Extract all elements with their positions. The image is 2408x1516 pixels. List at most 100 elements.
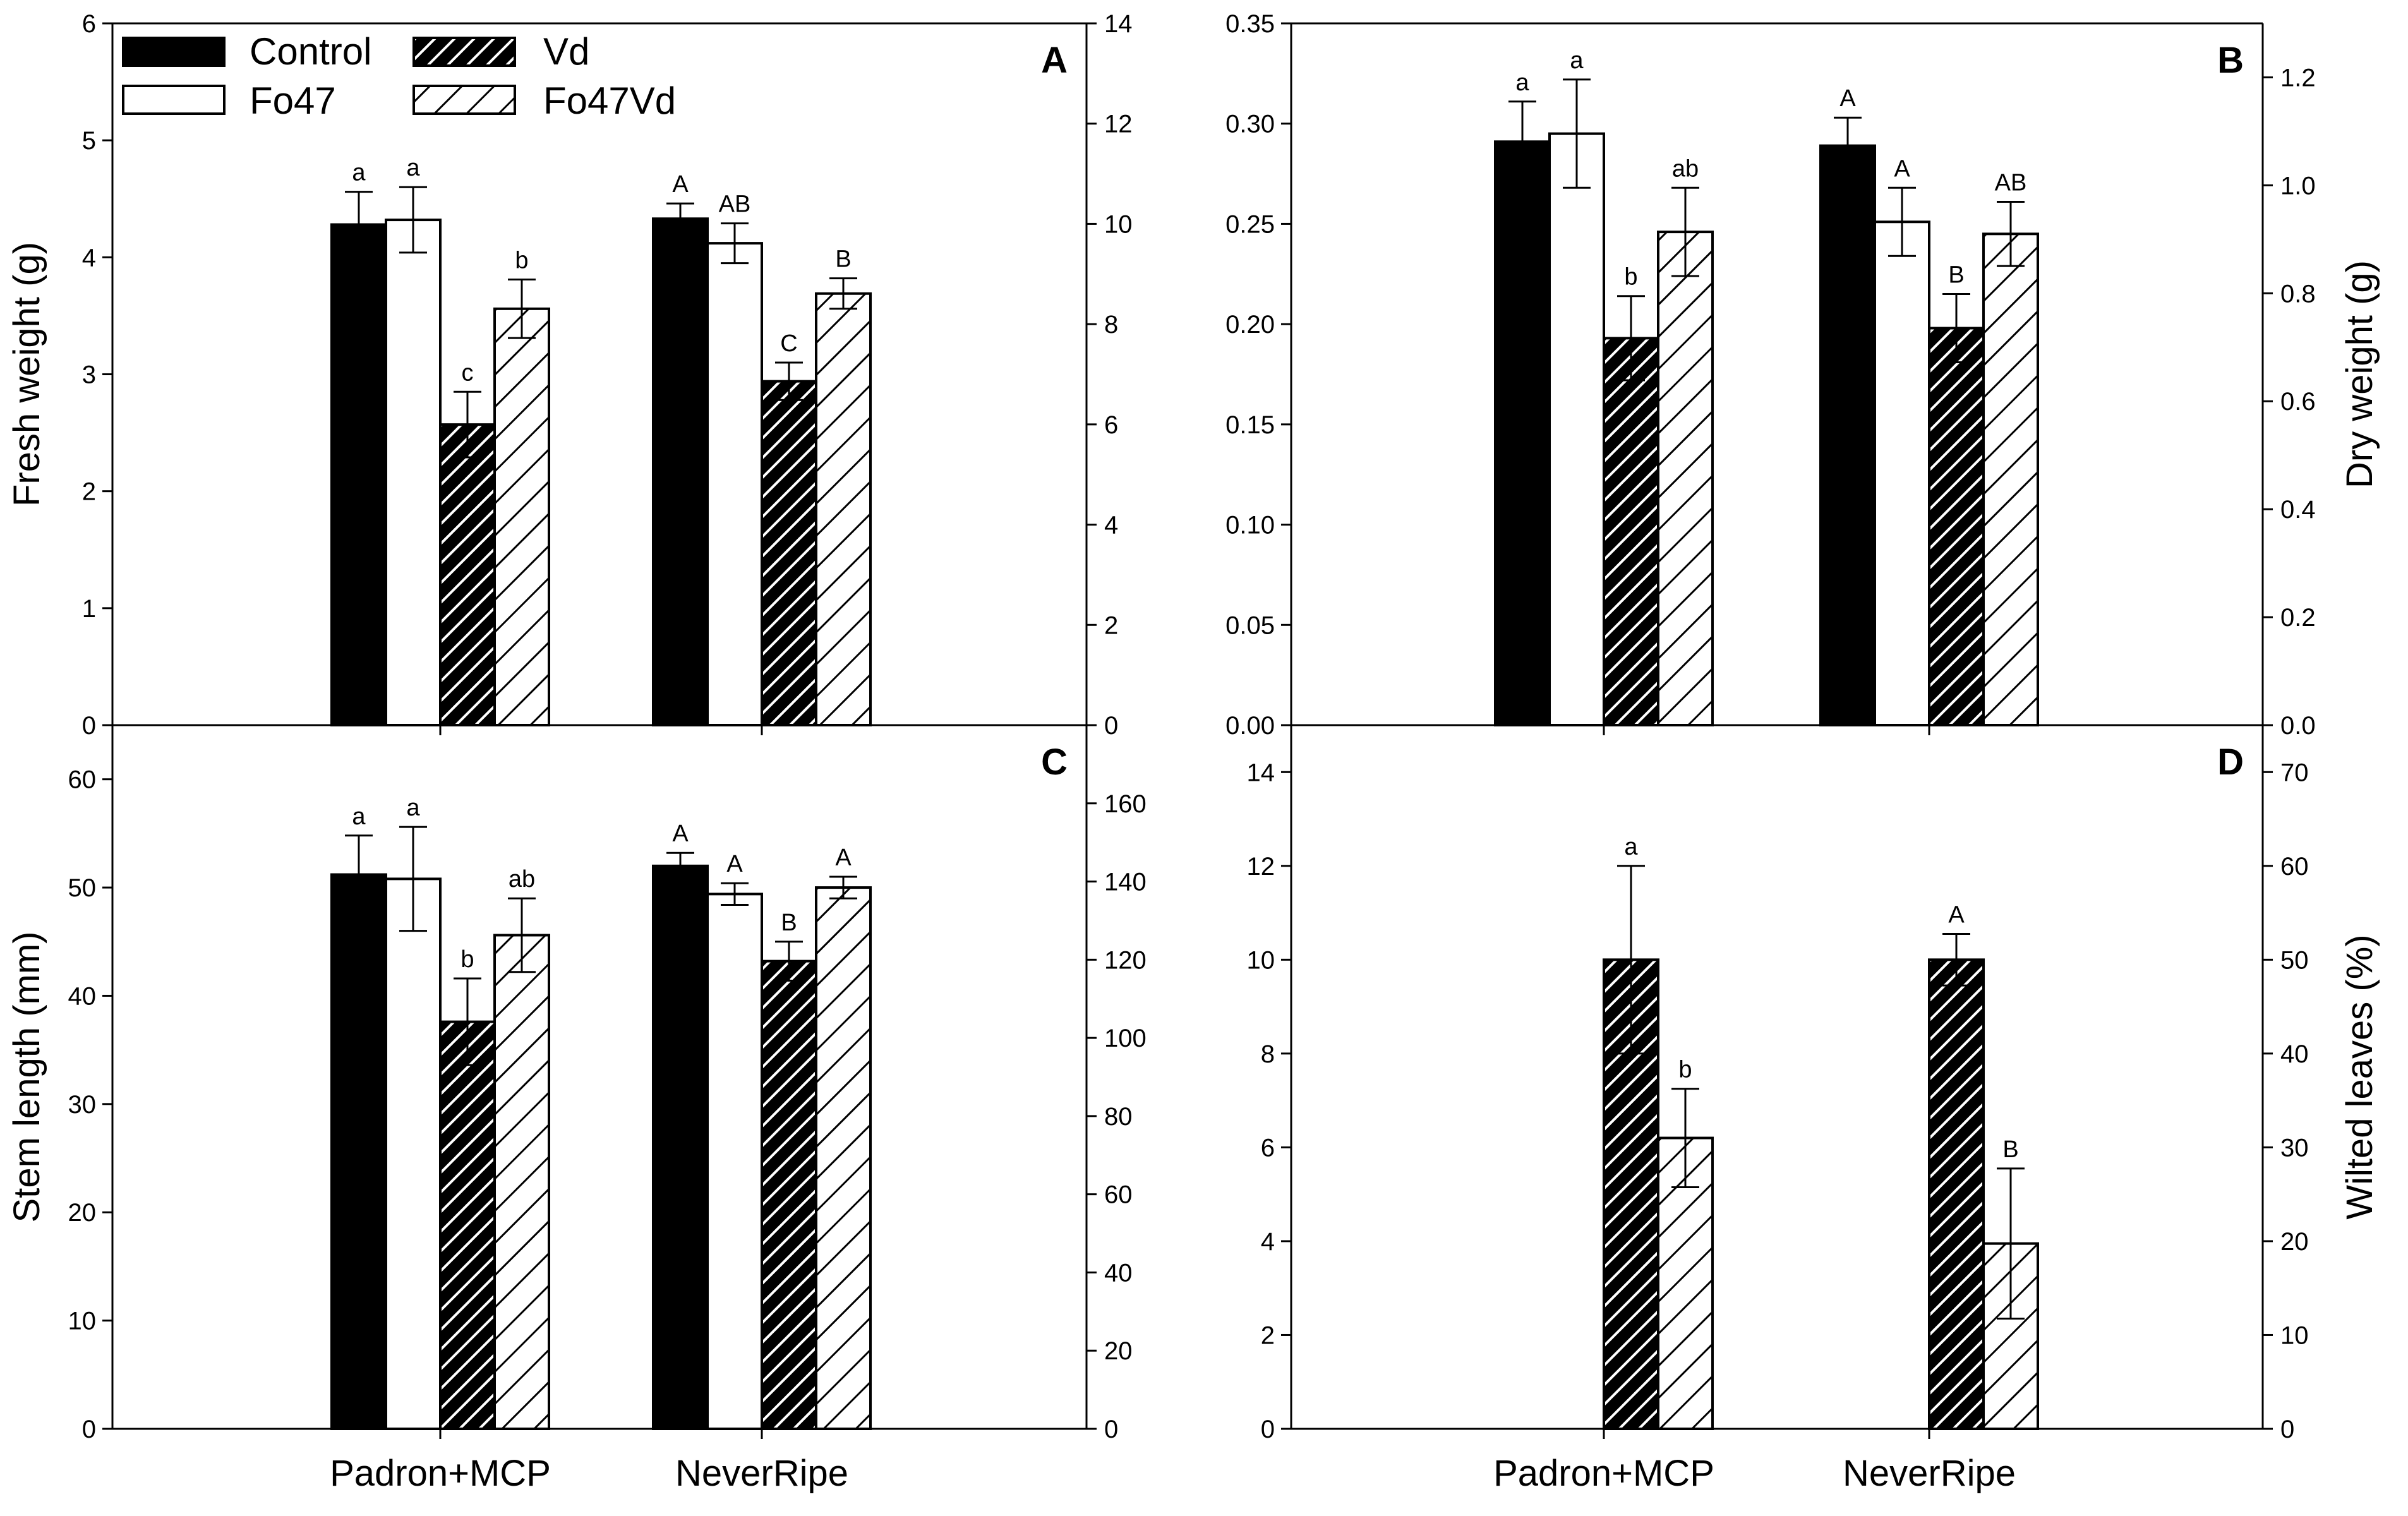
error-bar-a-padron-mcp-fo47 [399, 186, 427, 254]
y2-tick-label: 30 [2280, 1134, 2309, 1162]
y-tick-label: 6 [82, 10, 96, 38]
y-tick-label: 5 [82, 127, 96, 155]
y2-tick-label: 1.2 [2280, 64, 2316, 92]
error-bar-b-neverripe-control [1834, 116, 1862, 175]
error-bar-b-padron-mcp-fo47vd [1671, 186, 1699, 277]
bar-c-neverripe-fo47vd [815, 886, 872, 1430]
y-tick-label: 30 [68, 1091, 97, 1119]
y-tick-label: 0.15 [1225, 411, 1275, 439]
y-tick-label: 4 [82, 244, 96, 272]
sig-label-d-neverripe-vd: A [1948, 901, 1965, 928]
panel-letter: A [1041, 40, 1068, 81]
sig-label-c-padron-mcp-vd: b [461, 946, 474, 973]
y2-tick-label: 60 [2280, 853, 2309, 881]
legend-swatch-fo47 [122, 85, 226, 115]
bar-a-padron-mcp-control [330, 223, 387, 726]
sig-label-c-neverripe-control: A [672, 821, 689, 847]
sig-label-c-padron-mcp-fo47vd: ab [509, 866, 535, 893]
error-bar-b-neverripe-fo47vd [1997, 201, 2025, 267]
y-tick-label: 3 [82, 361, 96, 389]
y2-tick-label: 80 [1104, 1103, 1133, 1131]
y-tick-label: 40 [68, 982, 97, 1010]
y-tick-label: 1 [82, 595, 96, 623]
y2-tick-label: 0 [1104, 1416, 1118, 1443]
error-bar-c-neverripe-fo47 [721, 882, 749, 906]
error-bar-a-neverripe-vd [775, 361, 803, 401]
sig-label-a-padron-mcp-fo47: a [406, 155, 420, 181]
sig-label-b-padron-mcp-control: a [1515, 69, 1529, 96]
error-bar-a-neverripe-control [666, 202, 694, 235]
error-bar-a-neverripe-fo47 [721, 222, 749, 265]
y-tick-label: 0.10 [1225, 512, 1275, 539]
bar-a-padron-mcp-fo47 [385, 219, 442, 726]
category-label-neverripe: NeverRipe [675, 1453, 848, 1494]
y2-axis-title: Wilted leaves (%) [2339, 934, 2380, 1219]
sig-label-c-padron-mcp-control: a [352, 803, 366, 830]
y2-tick-label: 8 [1104, 311, 1118, 339]
legend-swatch-control [122, 37, 226, 67]
y2-tick-label: 0.2 [2280, 604, 2316, 632]
y2-tick-label: 10 [2280, 1321, 2309, 1349]
y-tick-label: 12 [1247, 853, 1275, 881]
error-bar-d-neverripe-fo47vd [1997, 1167, 2025, 1320]
error-bar-c-padron-mcp-fo47 [399, 826, 427, 932]
y2-tick-label: 6 [1104, 411, 1118, 439]
y-tick-label: 0.30 [1225, 111, 1275, 138]
error-bar-d-padron-mcp-fo47vd [1671, 1088, 1699, 1189]
panel-b: aababAABAB0.000.050.100.150.200.250.300.… [1225, 10, 2380, 740]
y-tick-label: 4 [1261, 1228, 1275, 1256]
legend-swatch-fo47vd [412, 85, 516, 115]
error-bar-b-padron-mcp-vd [1617, 295, 1645, 382]
error-bar-a-padron-mcp-fo47vd [508, 279, 536, 339]
y-tick-label: 0 [82, 712, 96, 740]
legend-label-fo47vd: Fo47Vd [543, 80, 676, 122]
bar-b-padron-mcp-fo47 [1548, 132, 1605, 727]
y2-tick-label: 0.4 [2280, 496, 2316, 524]
panel-d: a b A B 0 2 4 6 8 10 12 14 0 10 20 30 40 50 60 70 Padron+MCP… [1247, 724, 2380, 1494]
y-tick-label: 6 [1261, 1134, 1275, 1162]
error-bar-d-neverripe-vd [1942, 932, 1970, 987]
sig-label-b-neverripe-control: A [1839, 85, 1856, 112]
sig-label-a-neverripe-vd: C [780, 330, 797, 357]
error-bar-a-padron-mcp-control [345, 191, 373, 258]
legend-label-fo47: Fo47 [250, 80, 336, 122]
y2-tick-label: 70 [2280, 759, 2309, 786]
sig-label-a-padron-mcp-fo47vd: b [515, 248, 528, 274]
sig-label-b-neverripe-fo47vd: AB [1995, 170, 2027, 196]
y2-tick-label: 1.0 [2280, 172, 2316, 200]
y-tick-label: 14 [1247, 759, 1275, 786]
bar-b-neverripe-control [1819, 144, 1876, 727]
sig-label-d-padron-mcp-fo47vd: b [1678, 1057, 1692, 1083]
bar-a-neverripe-vd [761, 380, 817, 726]
legend: Control Vd Fo47 Fo47Vd [122, 30, 676, 122]
y-tick-label: 60 [68, 766, 97, 794]
error-bar-b-padron-mcp-fo47 [1563, 78, 1591, 189]
error-bar-a-padron-mcp-vd [454, 390, 481, 459]
panel-c: a ababAABA0102030405060020406080100120140… [6, 724, 1147, 1494]
bar-b-neverripe-fo47 [1874, 220, 1930, 726]
error-bar-c-padron-mcp-vd [454, 977, 481, 1066]
sig-label-c-padron-mcp-fo47: a [406, 795, 420, 821]
error-bar-c-padron-mcp-control [345, 834, 373, 915]
error-bar-c-neverripe-vd [775, 941, 803, 982]
y-tick-label: 0.00 [1225, 712, 1275, 740]
bar-c-padron-mcp-fo47 [385, 877, 442, 1431]
y2-tick-label: 2 [1104, 611, 1118, 639]
error-bar-c-padron-mcp-fo47vd [508, 897, 536, 973]
error-bar-c-neverripe-control [666, 851, 694, 880]
y2-axis-title: Dry weight (g) [2339, 260, 2380, 488]
bar-c-padron-mcp-fo47vd [493, 934, 550, 1431]
error-bar-a-neverripe-fo47vd [829, 277, 857, 310]
y2-tick-label: 0 [2280, 1416, 2294, 1443]
y-tick-label: 0 [82, 1416, 96, 1443]
error-bar-b-neverripe-fo47 [1888, 186, 1916, 257]
y-tick-label: 10 [1247, 946, 1275, 974]
y-tick-label: 10 [68, 1308, 97, 1335]
y2-tick-label: 4 [1104, 512, 1118, 539]
sig-label-c-neverripe-fo47vd: A [835, 845, 852, 871]
sig-label-b-padron-mcp-vd: b [1624, 264, 1637, 291]
category-label-neverripe: NeverRipe [1843, 1453, 2016, 1494]
